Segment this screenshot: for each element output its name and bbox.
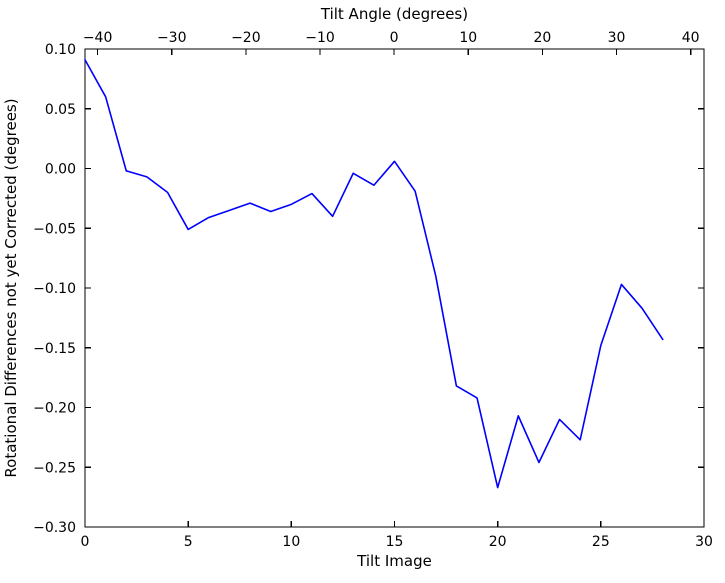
top-x-tick-label: 40 [682, 30, 700, 46]
x-axis-label: Tilt Image [356, 552, 432, 570]
y-tick-label: 0.05 [45, 102, 76, 118]
y-tick-label: −0.30 [33, 520, 76, 536]
x-tick-label: 20 [489, 534, 507, 550]
top-x-tick-label: 20 [533, 30, 551, 46]
y-tick-label: −0.05 [33, 221, 76, 237]
y-tick-label: −0.10 [33, 281, 76, 297]
plot-area: 0 5 10 15 20 25 30 −40 −30 −20 −10 0 10 20 30 40 0.10 0.0… [33, 30, 713, 550]
top-x-tick-label: −40 [83, 30, 113, 46]
x-tick-label: 0 [81, 534, 90, 550]
top-x-tick-label: 0 [390, 30, 399, 46]
top-axis-label: Tilt Angle (degrees) [320, 5, 468, 23]
data-line-rotational_difference [84, 58, 664, 489]
y-axis-label: Rotational Differences not yet Corrected… [2, 98, 20, 477]
top-x-tick-label: 30 [608, 30, 626, 46]
top-x-tick-label: 10 [459, 30, 477, 46]
y-tick-label: 0.00 [45, 162, 76, 178]
x-tick-label: 15 [386, 534, 404, 550]
y-tick-label: 0.10 [45, 42, 76, 58]
axes-frame [84, 48, 705, 528]
x-tick-label: 5 [184, 534, 193, 550]
x-tick-label: 30 [695, 534, 713, 550]
top-x-tick-label: −10 [305, 30, 335, 46]
x-tick-label: 25 [592, 534, 610, 550]
y-tick-label: −0.15 [33, 341, 76, 357]
top-x-tick-label: −20 [231, 30, 261, 46]
top-x-tick-label: −30 [157, 30, 187, 46]
y-tick-label: −0.25 [33, 460, 76, 476]
y-tick-label: −0.20 [33, 401, 76, 417]
x-tick-label: 10 [282, 534, 300, 550]
